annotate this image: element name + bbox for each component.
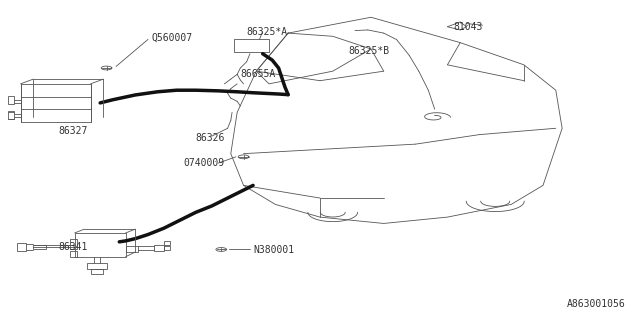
Text: 86325*A: 86325*A	[246, 27, 288, 36]
Bar	[8, 96, 14, 104]
Text: A863001056: A863001056	[567, 299, 626, 309]
Bar	[88, 263, 106, 269]
Bar	[70, 239, 77, 249]
Bar	[234, 39, 269, 52]
Text: 81043: 81043	[454, 22, 483, 32]
Text: 0740009: 0740009	[183, 158, 224, 168]
Bar	[33, 245, 46, 250]
Text: 86341: 86341	[59, 242, 88, 252]
Bar	[154, 245, 164, 252]
Bar	[164, 241, 170, 245]
Bar	[164, 246, 170, 251]
Bar	[8, 111, 14, 119]
Bar	[20, 84, 91, 122]
Bar	[70, 251, 77, 257]
Bar	[75, 233, 125, 257]
Text: Q560007: Q560007	[151, 33, 192, 43]
Bar	[125, 246, 138, 252]
Bar	[17, 243, 26, 251]
Text: 86327: 86327	[59, 126, 88, 136]
Bar	[91, 269, 103, 274]
Text: 86325*B: 86325*B	[349, 45, 390, 56]
Text: 86326: 86326	[196, 133, 225, 143]
Text: N380001: N380001	[253, 245, 294, 255]
Text: 86655A: 86655A	[241, 69, 276, 79]
